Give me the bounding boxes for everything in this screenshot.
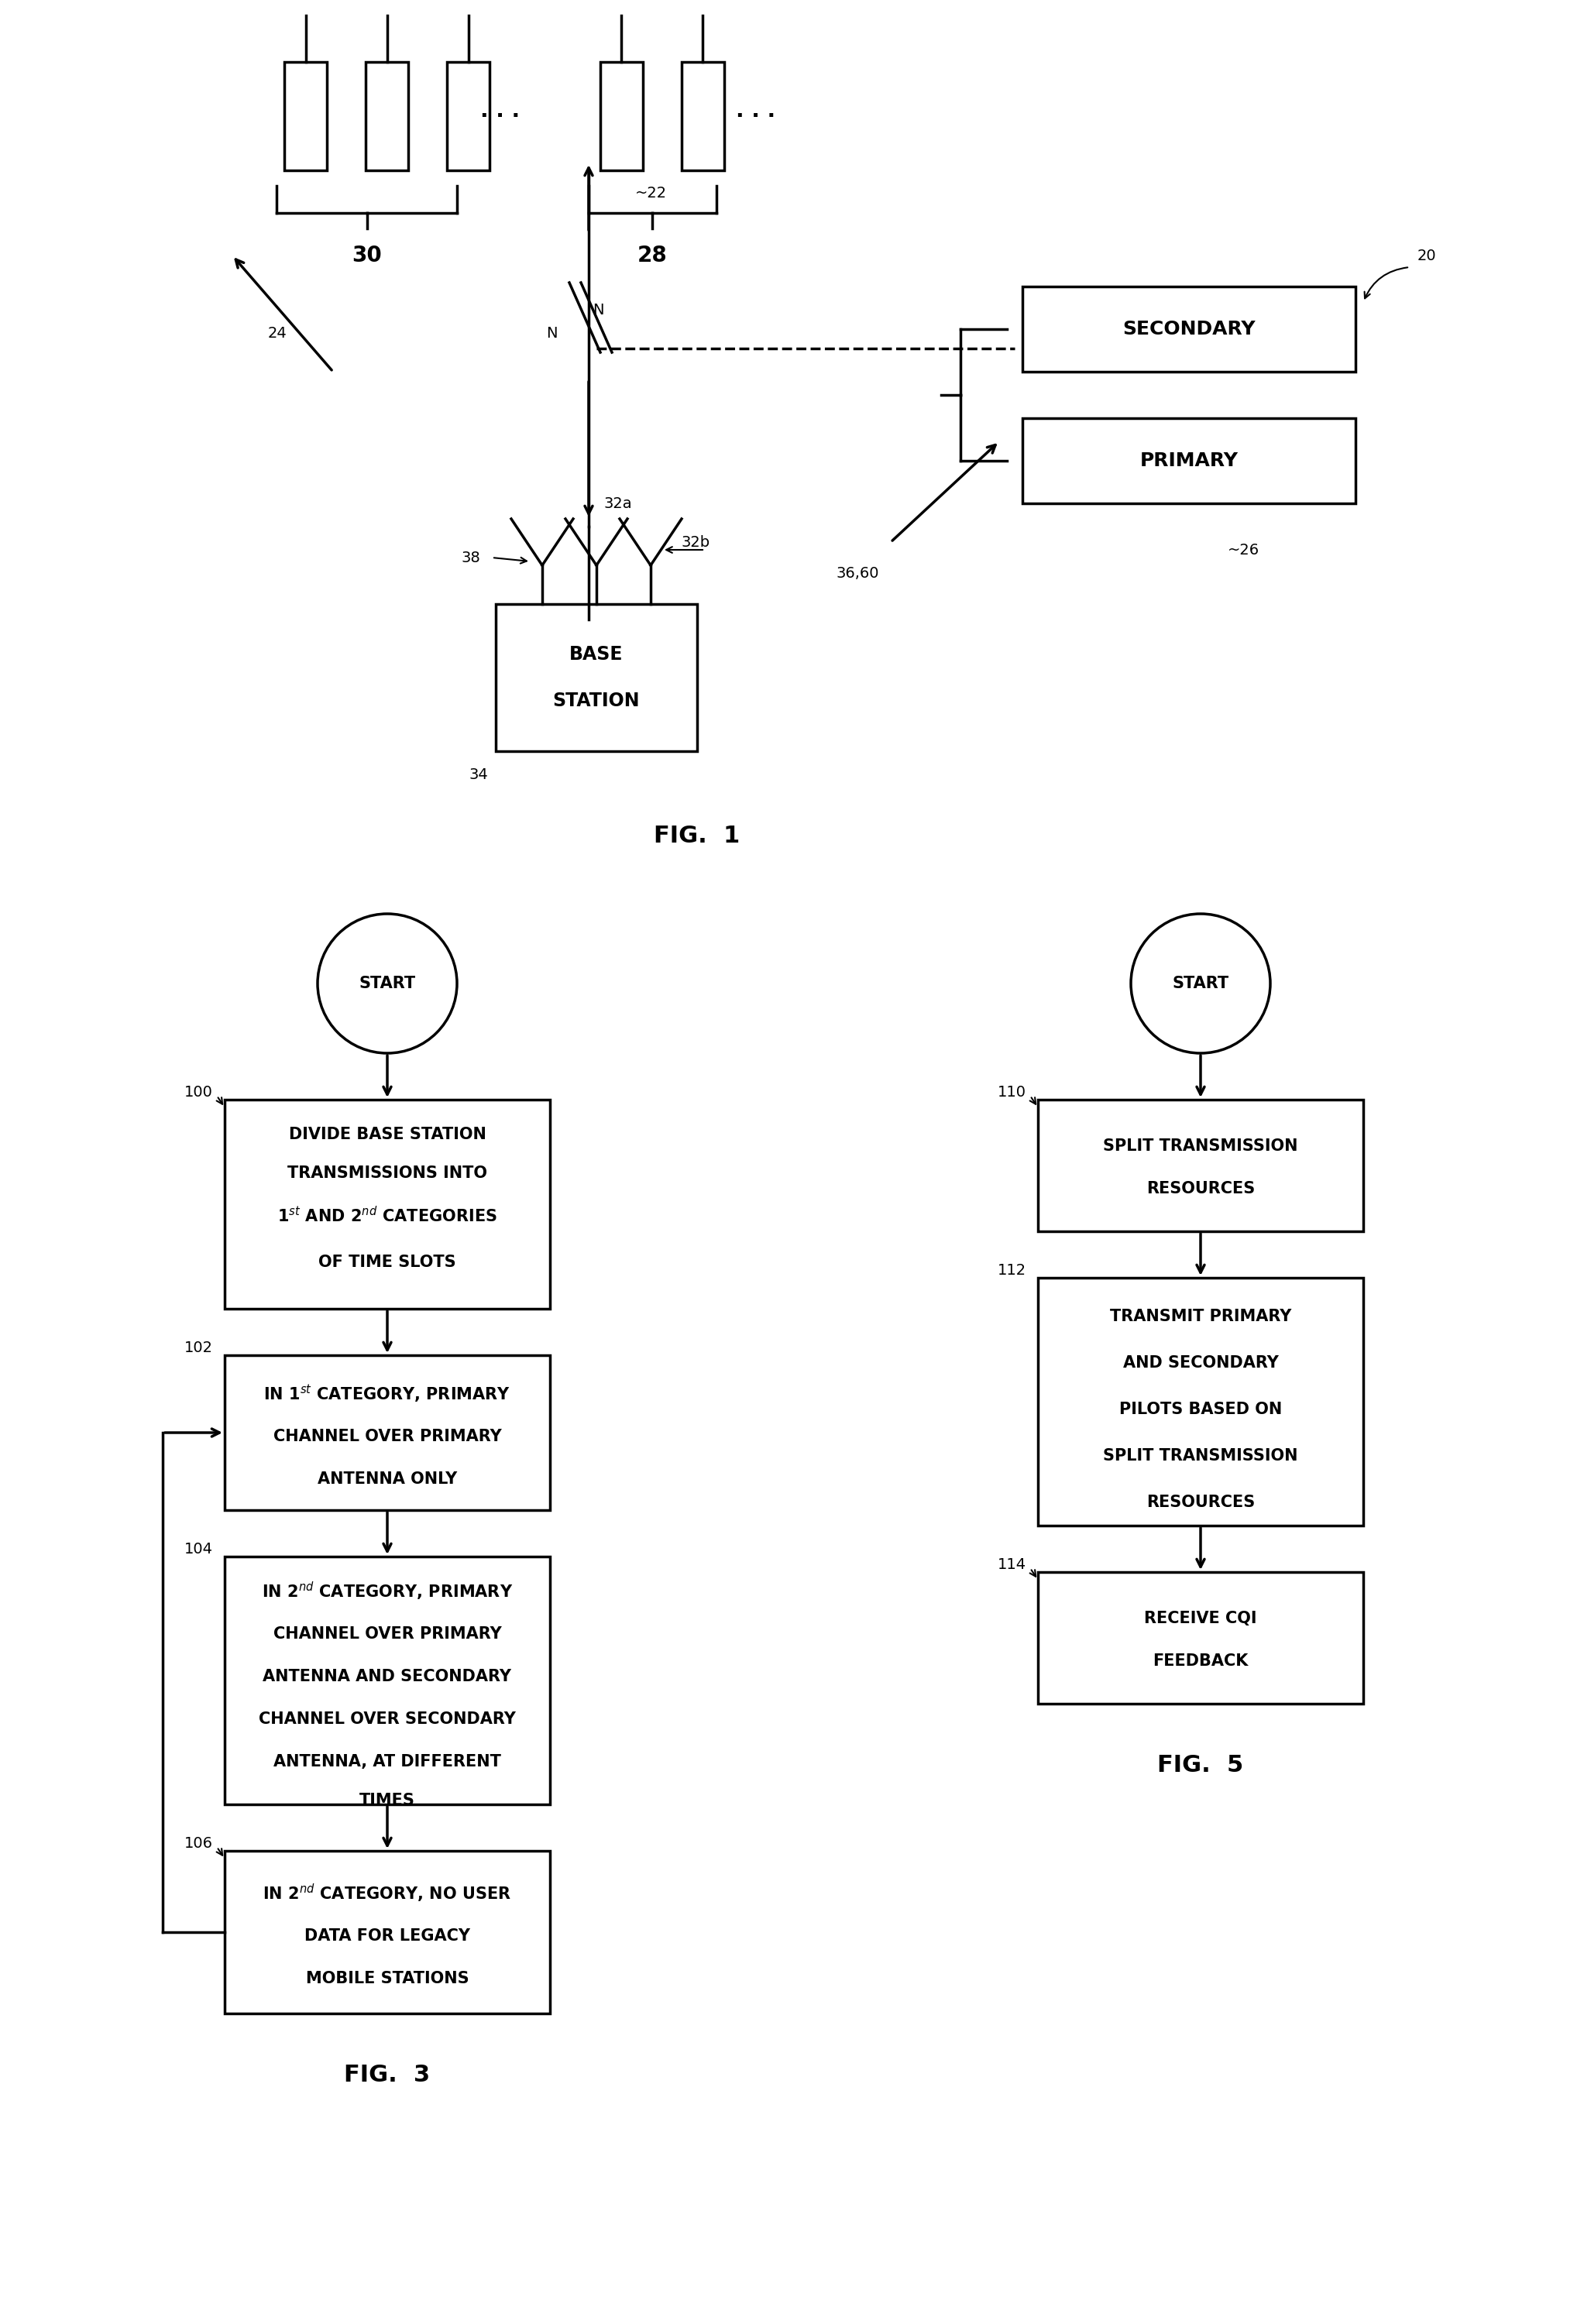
Text: · · ·: · · · — [737, 105, 776, 128]
Text: IN 2$^{nd}$ CATEGORY, NO USER: IN 2$^{nd}$ CATEGORY, NO USER — [263, 1882, 512, 1903]
Bar — [1038, 1571, 1364, 1703]
Text: IN 2$^{nd}$ CATEGORY, PRIMARY: IN 2$^{nd}$ CATEGORY, PRIMARY — [261, 1580, 513, 1601]
Text: CHANNEL OVER PRIMARY: CHANNEL OVER PRIMARY — [272, 1429, 502, 1443]
Text: RESOURCES: RESOURCES — [1147, 1494, 1255, 1511]
Text: 114: 114 — [998, 1557, 1026, 1571]
Text: N: N — [592, 302, 604, 316]
Text: 112: 112 — [998, 1262, 1026, 1278]
Bar — [225, 1099, 550, 1308]
Bar — [447, 63, 489, 170]
Text: 36,60: 36,60 — [836, 565, 879, 581]
Bar — [285, 63, 328, 170]
Text: SPLIT TRANSMISSION: SPLIT TRANSMISSION — [1102, 1448, 1297, 1464]
Text: 38: 38 — [461, 551, 480, 565]
Text: 104: 104 — [184, 1541, 212, 1557]
Text: ~22: ~22 — [635, 186, 667, 200]
Text: DATA FOR LEGACY: DATA FOR LEGACY — [304, 1929, 470, 1943]
Text: AND SECONDARY: AND SECONDARY — [1123, 1355, 1278, 1371]
Bar — [225, 1850, 550, 2013]
Text: STATION: STATION — [553, 693, 640, 711]
Text: 106: 106 — [184, 1836, 212, 1850]
Text: ANTENNA AND SECONDARY: ANTENNA AND SECONDARY — [263, 1669, 512, 1685]
Text: IN 1$^{st}$ CATEGORY, PRIMARY: IN 1$^{st}$ CATEGORY, PRIMARY — [263, 1383, 512, 1404]
Text: TIMES: TIMES — [360, 1792, 415, 1808]
Text: PILOTS BASED ON: PILOTS BASED ON — [1120, 1401, 1281, 1418]
Text: FIG.  3: FIG. 3 — [344, 2064, 431, 2087]
Bar — [1022, 286, 1356, 372]
Text: START: START — [360, 976, 415, 992]
Text: PRIMARY: PRIMARY — [1140, 451, 1239, 469]
Text: TRANSMIT PRIMARY: TRANSMIT PRIMARY — [1110, 1308, 1291, 1325]
Text: DIVIDE BASE STATION: DIVIDE BASE STATION — [288, 1127, 486, 1143]
Bar — [1022, 418, 1356, 504]
Text: 28: 28 — [638, 244, 667, 267]
Text: ANTENNA ONLY: ANTENNA ONLY — [317, 1471, 458, 1487]
Ellipse shape — [317, 913, 458, 1053]
Text: N: N — [546, 325, 558, 339]
Text: RECEIVE CQI: RECEIVE CQI — [1144, 1611, 1258, 1627]
Text: SPLIT TRANSMISSION: SPLIT TRANSMISSION — [1102, 1139, 1297, 1155]
Text: CHANNEL OVER PRIMARY: CHANNEL OVER PRIMARY — [272, 1627, 502, 1641]
Bar — [225, 1557, 550, 1803]
Text: CHANNEL OVER SECONDARY: CHANNEL OVER SECONDARY — [258, 1710, 516, 1727]
Text: 102: 102 — [184, 1341, 212, 1355]
Text: 30: 30 — [352, 244, 382, 267]
Text: ~26: ~26 — [1228, 541, 1259, 558]
Text: 32a: 32a — [604, 495, 632, 511]
Text: 1$^{st}$ AND 2$^{nd}$ CATEGORIES: 1$^{st}$ AND 2$^{nd}$ CATEGORIES — [277, 1206, 497, 1225]
Text: · · ·: · · · — [480, 105, 520, 128]
Bar — [496, 604, 697, 751]
Text: START: START — [1172, 976, 1229, 992]
Ellipse shape — [1131, 913, 1270, 1053]
Text: FEEDBACK: FEEDBACK — [1153, 1652, 1248, 1669]
Bar — [1038, 1099, 1364, 1232]
Text: MOBILE STATIONS: MOBILE STATIONS — [306, 1971, 469, 1987]
Text: FIG.  5: FIG. 5 — [1158, 1755, 1243, 1778]
Text: OF TIME SLOTS: OF TIME SLOTS — [318, 1255, 456, 1269]
Text: 20: 20 — [1418, 249, 1437, 263]
Bar — [225, 1355, 550, 1511]
Text: FIG.  1: FIG. 1 — [654, 825, 740, 848]
Bar — [681, 63, 724, 170]
Text: 34: 34 — [469, 767, 488, 781]
Bar — [366, 63, 409, 170]
Text: 100: 100 — [184, 1085, 212, 1099]
Text: ANTENNA, AT DIFFERENT: ANTENNA, AT DIFFERENT — [274, 1755, 501, 1769]
Bar — [1038, 1278, 1364, 1525]
Bar — [600, 63, 643, 170]
Text: SECONDARY: SECONDARY — [1123, 321, 1256, 339]
Text: 110: 110 — [998, 1085, 1026, 1099]
Text: RESOURCES: RESOURCES — [1147, 1181, 1255, 1197]
Text: BASE: BASE — [570, 646, 624, 665]
Text: 24: 24 — [268, 325, 287, 339]
Text: 32b: 32b — [681, 535, 710, 548]
Text: TRANSMISSIONS INTO: TRANSMISSIONS INTO — [287, 1164, 488, 1181]
